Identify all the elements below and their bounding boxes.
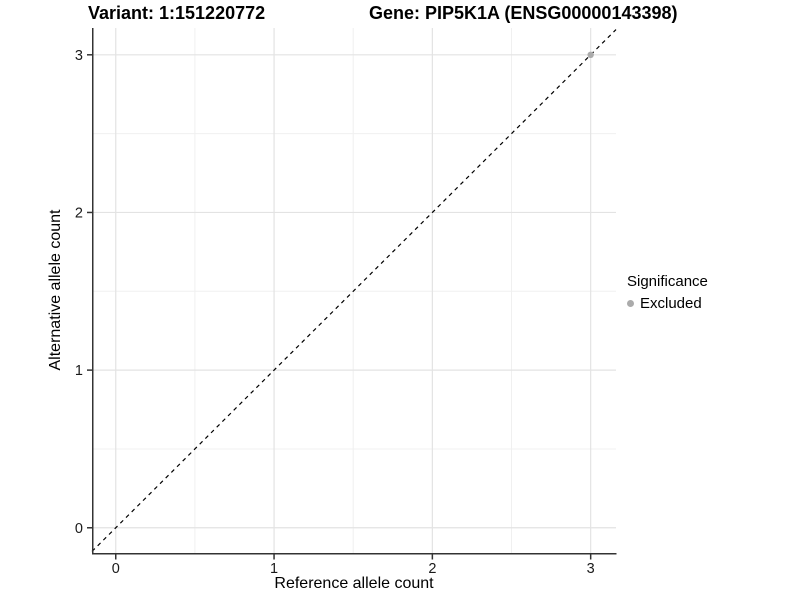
y-axis-title: Alternative allele count [47, 209, 64, 371]
x-axis-title: Reference allele count [274, 575, 434, 592]
x-tick-label: 3 [587, 561, 595, 577]
y-tick-label: 1 [75, 363, 83, 379]
identity-line [91, 29, 617, 552]
y-tick-label: 3 [75, 48, 83, 64]
plot-title-variant: Variant: 1:151220772 [88, 3, 266, 23]
plot-title-gene: Gene: PIP5K1A (ENSG00000143398) [369, 3, 678, 23]
legend: Significance Excluded [627, 273, 708, 312]
legend-key-dot [627, 300, 634, 307]
legend-item-excluded: Excluded [627, 295, 708, 312]
legend-title: Significance [627, 273, 708, 290]
y-tick-label: 2 [75, 205, 83, 221]
x-tick-label: 1 [270, 561, 278, 577]
legend-item-label: Excluded [640, 295, 702, 312]
y-tick-label: 0 [75, 521, 83, 537]
x-tick-label: 2 [428, 561, 436, 577]
data-point-excluded [587, 51, 594, 59]
x-tick-label: 0 [112, 561, 120, 577]
